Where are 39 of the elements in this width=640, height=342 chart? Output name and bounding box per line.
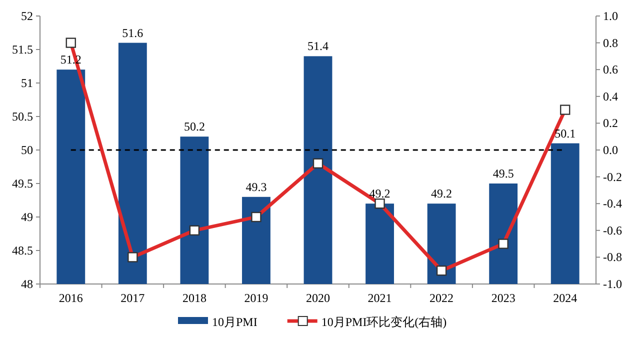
- y2-tick-label: 0.0: [603, 143, 618, 157]
- x-tick-label: 2021: [368, 291, 392, 305]
- x-tick-label: 2023: [491, 291, 516, 305]
- data-label: 49.3: [246, 180, 267, 194]
- y2-tick-label: -1.0: [603, 277, 622, 291]
- data-label: 49.5: [492, 166, 514, 180]
- y2-tick-label: 0.2: [603, 116, 618, 130]
- y2-tick-label: -0.4: [603, 196, 622, 211]
- y-tick-label: 49: [21, 210, 33, 224]
- y2-tick-label: -0.8: [603, 250, 622, 264]
- data-label: 49.2: [431, 186, 452, 201]
- y-tick-label: 51: [21, 76, 33, 90]
- data-label: 51.4: [308, 39, 328, 54]
- y-tick-label: 51.5: [12, 42, 33, 56]
- y2-tick-label: 0.4: [603, 89, 618, 104]
- y-tick-label: 48.5: [12, 244, 33, 258]
- y2-tick-label: -0.2: [603, 170, 622, 184]
- x-tick-label: 2017: [120, 291, 145, 305]
- data-label: 50.2: [184, 120, 205, 134]
- y-tick-label: 50: [21, 143, 33, 157]
- legend-label: 10月PMI: [212, 315, 258, 329]
- x-tick-label: 2016: [58, 291, 83, 305]
- y-tick-label: 49.5: [12, 176, 33, 190]
- x-tick-label: 2024: [553, 291, 578, 305]
- y2-tick-label: -0.6: [603, 223, 622, 238]
- data-label: 49.2: [369, 186, 390, 201]
- x-tick-label: 2020: [306, 291, 330, 305]
- y-tick-label: 50.5: [12, 110, 33, 124]
- y2-tick-label: 1.0: [603, 9, 618, 23]
- y2-tick-label: 0.6: [603, 62, 618, 77]
- x-tick-label: 2018: [182, 291, 206, 305]
- data-label: 51.6: [122, 26, 144, 40]
- data-label: 50.1: [554, 126, 576, 140]
- legend-label: 10月PMI环比变化(右轴): [321, 315, 447, 329]
- x-tick-label: 2019: [244, 291, 268, 305]
- x-tick-label: 2022: [430, 291, 454, 305]
- y2-tick-label: 0.8: [603, 36, 618, 50]
- y-tick-label: 48: [21, 277, 33, 291]
- y-tick-label: 52: [21, 9, 33, 23]
